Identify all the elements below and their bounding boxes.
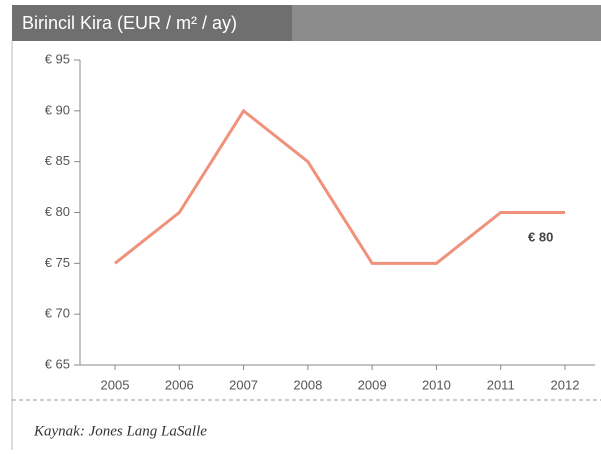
annotation: € 80 [528, 229, 553, 244]
x-tick-label: 2006 [165, 377, 194, 392]
y-tick-label: € 95 [45, 51, 70, 66]
y-tick-label: € 75 [45, 255, 70, 270]
x-tick-label: 2005 [101, 377, 130, 392]
chart-title: Birincil Kira (EUR / m² / ay) [22, 13, 237, 33]
title-bar [12, 5, 292, 41]
x-tick-label: 2011 [487, 377, 515, 392]
x-tick-label: 2010 [422, 377, 451, 392]
source: Kaynak: Jones Lang LaSalle [33, 423, 207, 439]
x-tick-label: 2012 [551, 377, 580, 392]
y-tick-label: € 90 [45, 102, 70, 117]
y-tick-label: € 80 [45, 204, 70, 219]
line [114, 108, 565, 265]
x-tick-label: 2007 [229, 377, 258, 392]
y-tick-label: € 85 [45, 153, 70, 168]
y-tick-label: € 70 [45, 306, 70, 321]
x-tick-label: 2008 [293, 377, 322, 392]
y-tick-label: € 65 [45, 356, 70, 371]
x-tick-label: 2009 [358, 377, 387, 392]
